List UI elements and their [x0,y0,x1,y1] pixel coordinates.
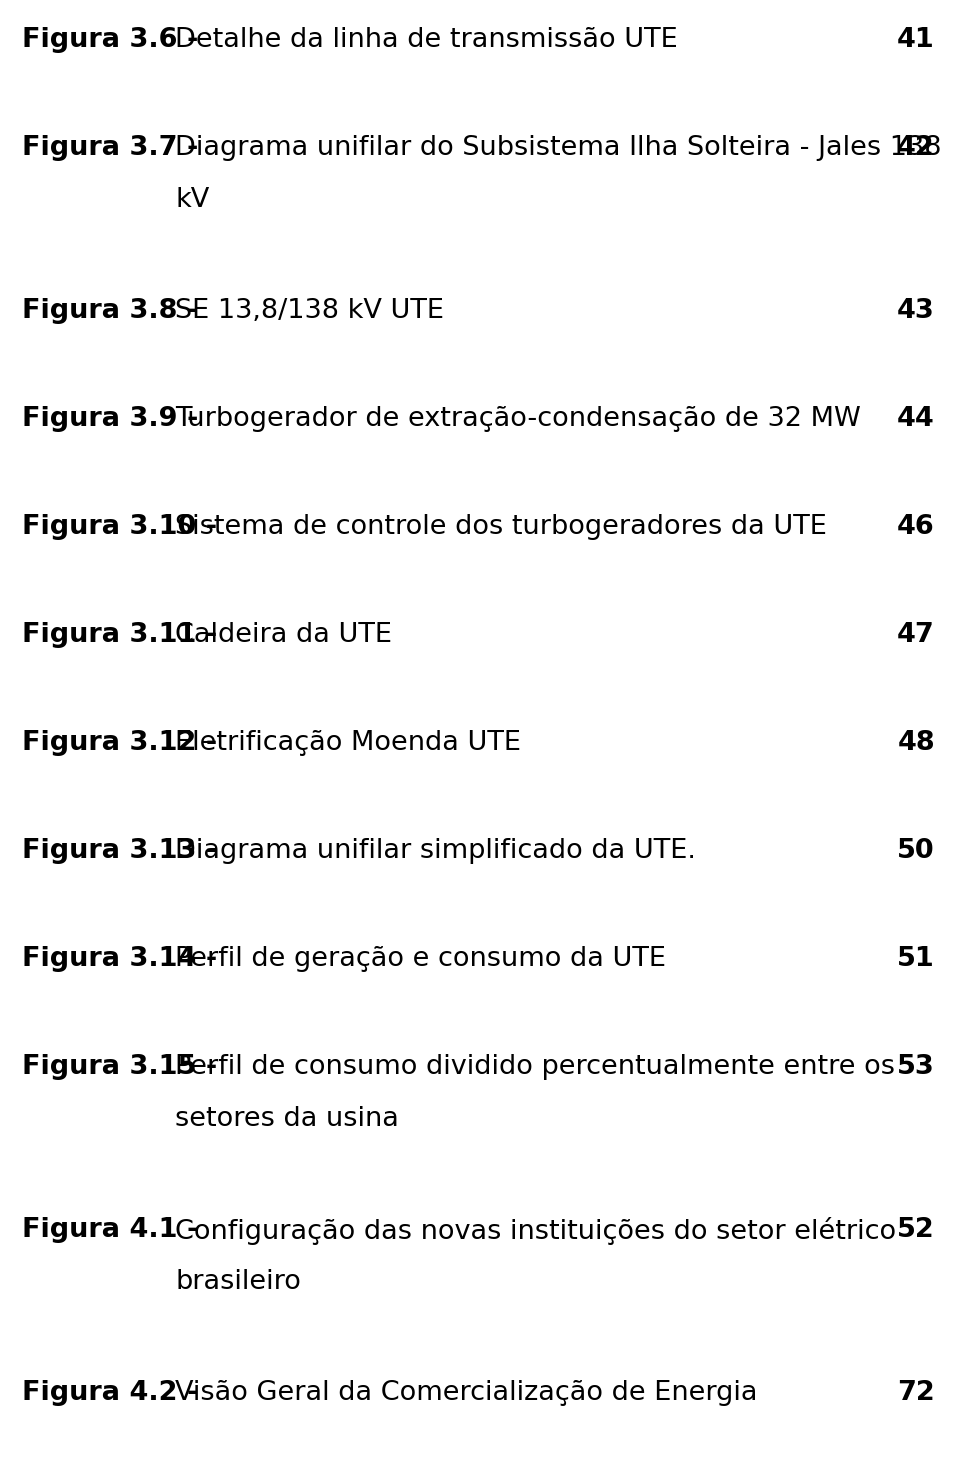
Text: 53: 53 [898,1054,935,1080]
Text: 42: 42 [898,134,935,161]
Text: Diagrama unifilar simplificado da UTE.: Diagrama unifilar simplificado da UTE. [175,838,696,864]
Text: 47: 47 [898,622,935,648]
Text: Figura 3.15 -: Figura 3.15 - [22,1054,217,1080]
Text: Configuração das novas instituições do setor elétrico: Configuração das novas instituições do s… [175,1218,896,1245]
Text: brasileiro: brasileiro [175,1269,300,1295]
Text: Detalhe da linha de transmissão UTE: Detalhe da linha de transmissão UTE [175,26,678,53]
Text: kV: kV [175,187,209,213]
Text: 43: 43 [898,298,935,324]
Text: 52: 52 [898,1218,935,1242]
Text: 48: 48 [898,730,935,756]
Text: Perfil de geração e consumo da UTE: Perfil de geração e consumo da UTE [175,946,666,972]
Text: Figura 3.8 -: Figura 3.8 - [22,298,199,324]
Text: SE 13,8/138 kV UTE: SE 13,8/138 kV UTE [175,298,444,324]
Text: Visão Geral da Comercialização de Energia: Visão Geral da Comercialização de Energi… [175,1380,757,1406]
Text: 44: 44 [898,406,935,432]
Text: Turbogerador de extração-condensação de 32 MW: Turbogerador de extração-condensação de … [175,406,861,432]
Text: Diagrama unifilar do Subsistema Ilha Solteira - Jales 138: Diagrama unifilar do Subsistema Ilha Sol… [175,134,942,161]
Text: Sistema de controle dos turbogeradores da UTE: Sistema de controle dos turbogeradores d… [175,514,827,540]
Text: Figura 3.13 -: Figura 3.13 - [22,838,217,864]
Text: Figura 3.6 -: Figura 3.6 - [22,26,199,53]
Text: Perfil de consumo dividido percentualmente entre os: Perfil de consumo dividido percentualmen… [175,1054,895,1080]
Text: 72: 72 [898,1380,935,1406]
Text: setores da usina: setores da usina [175,1107,398,1132]
Text: Figura 4.1 -: Figura 4.1 - [22,1218,199,1242]
Text: 46: 46 [898,514,935,540]
Text: Caldeira da UTE: Caldeira da UTE [175,622,392,648]
Text: Eletrificação Moenda UTE: Eletrificação Moenda UTE [175,730,521,756]
Text: Figura 3.7 -: Figura 3.7 - [22,134,199,161]
Text: Figura 3.14 -: Figura 3.14 - [22,946,217,972]
Text: Figura 3.11 -: Figura 3.11 - [22,622,217,648]
Text: Figura 4.2 -: Figura 4.2 - [22,1380,199,1406]
Text: Figura 3.10 -: Figura 3.10 - [22,514,217,540]
Text: 51: 51 [898,946,935,972]
Text: Figura 3.12 -: Figura 3.12 - [22,730,217,756]
Text: 50: 50 [898,838,935,864]
Text: Figura 3.9 -: Figura 3.9 - [22,406,199,432]
Text: 41: 41 [898,26,935,53]
